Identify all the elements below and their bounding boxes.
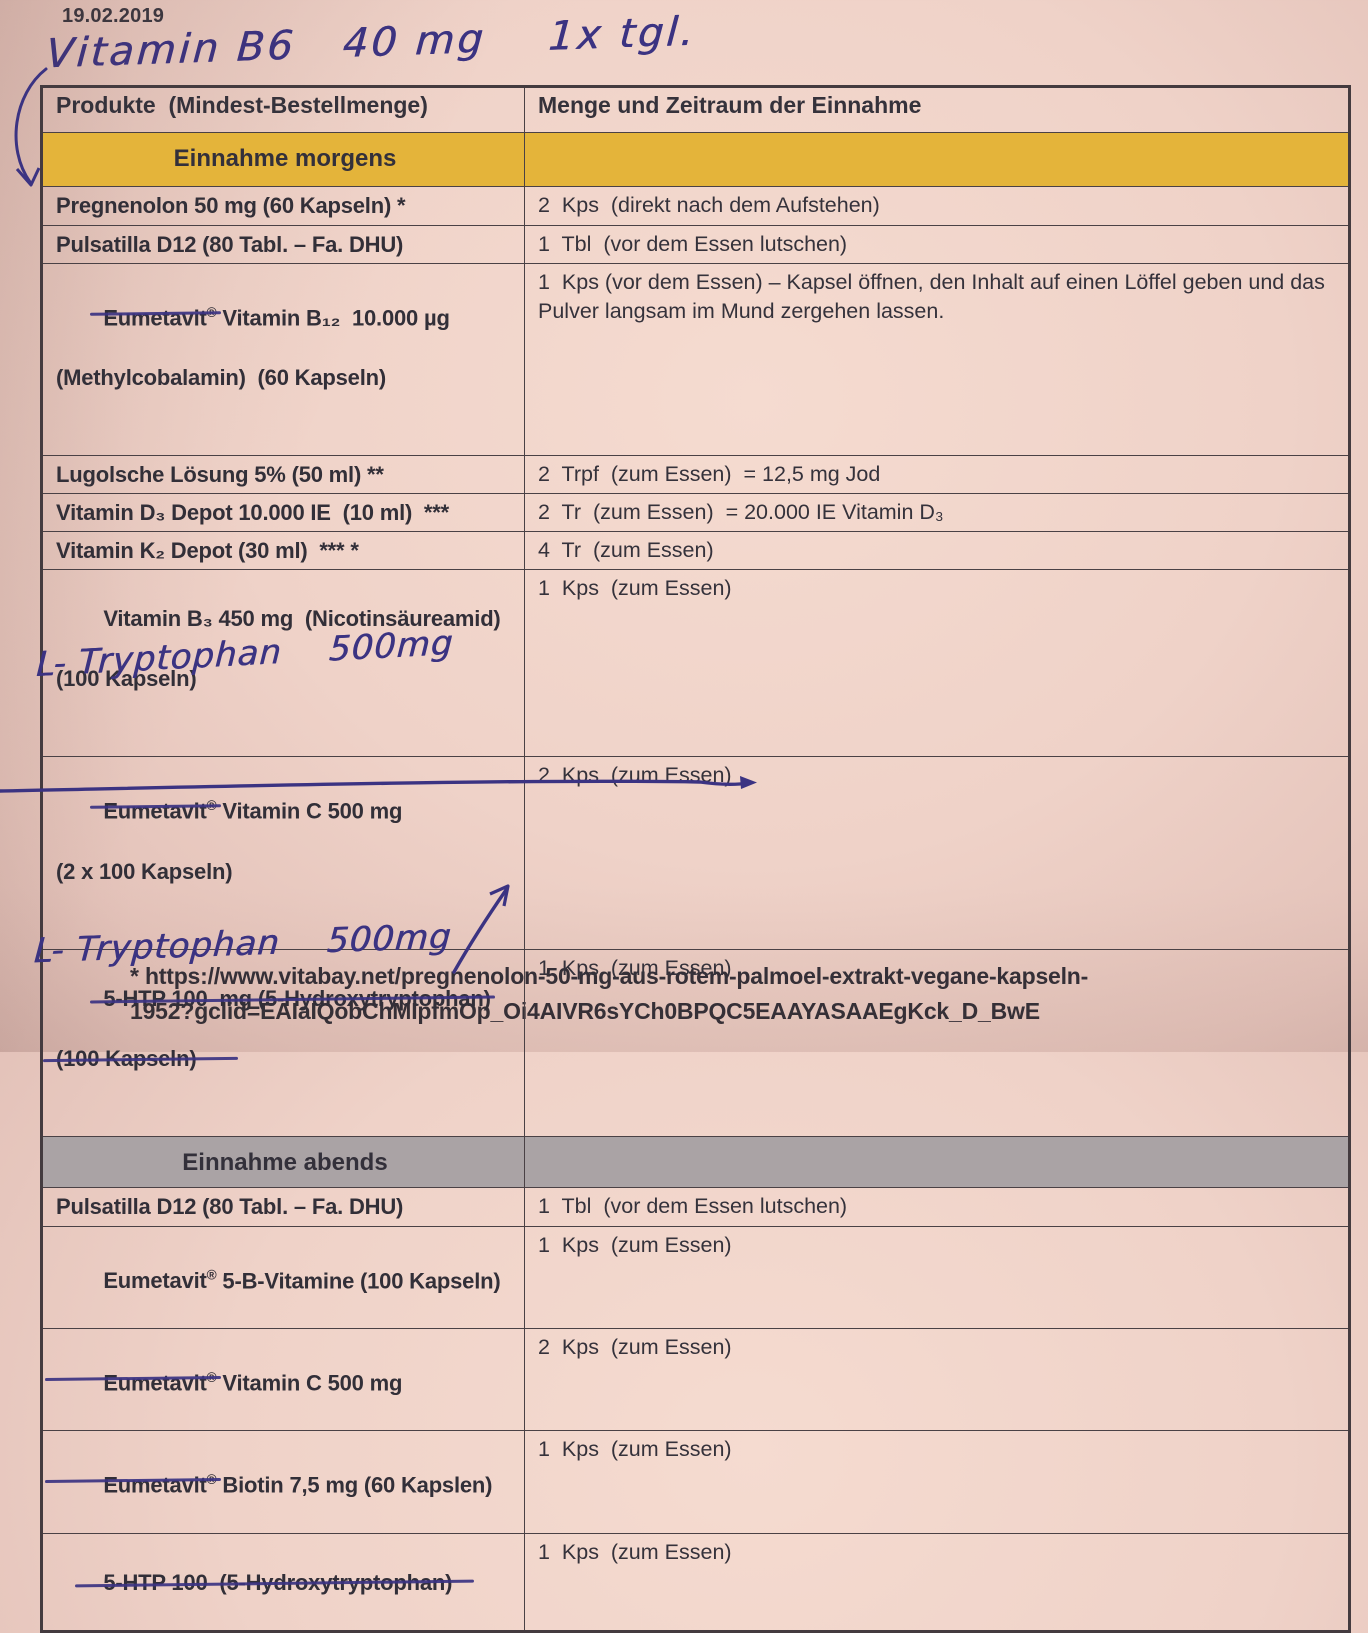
dose-value: 1 Kps (zum Essen) xyxy=(524,1225,1350,1329)
struck-product-name-line2: (100 Kapseln) xyxy=(56,1044,197,1074)
dose-value: 2 Kps (zum Essen) xyxy=(524,1327,1350,1432)
dose-value: 1 Tbl (vor dem Essen lutschen) xyxy=(524,225,1350,264)
product-name: Pulsatilla D12 (80 Tabl. – Fa. DHU) xyxy=(41,225,525,264)
struck-brand-name: Eumetavit® xyxy=(103,298,216,333)
product-name: Vitamin K₂ Depot (30 ml) *** * xyxy=(41,531,525,571)
dose-value: 1 Kps (zum Essen) xyxy=(524,569,1350,758)
table-row: Lugolsche Lösung 5% (50 ml) ** 2 Trpf (z… xyxy=(41,455,1350,495)
table-row: Pulsatilla D12 (80 Tabl. – Fa. DHU) 1 Tb… xyxy=(41,1186,1350,1227)
table-row: Eumetavit® Vitamin B₁₂ 10.000 µg (Methyl… xyxy=(41,262,1350,457)
table-row: Vitamin K₂ Depot (30 ml) *** * 4 Tr (zum… xyxy=(41,531,1350,571)
section-header-evening: Einnahme abends xyxy=(41,1135,1350,1188)
struck-brand-name: Eumetavit® xyxy=(103,1465,216,1500)
struck-product-name: 5-HTP 100 mg (5-Hydroxytryptophan) xyxy=(103,984,491,1014)
product-name: Lugolsche Lösung 5% (50 ml) ** xyxy=(41,455,525,495)
dose-column-header: Menge und Zeitraum der Einnahme xyxy=(524,86,1350,133)
table-row: Eumetavit® Vitamin C 500 mg (2 x 100 Kap… xyxy=(41,756,1350,950)
section-title: Einnahme morgens xyxy=(41,132,525,187)
section-header-spacer xyxy=(524,132,1350,187)
schedule-table: Produkte (Mindest-Bestellmenge) Menge un… xyxy=(40,85,1351,1633)
table-row: Eumetavit® 5-B-Vitamine (100 Kapseln) 1 … xyxy=(41,1225,1350,1329)
product-name: 5-HTP 100 (5-Hydroxytryptophan) xyxy=(41,1532,525,1632)
table-row: 5-HTP 100 (5-Hydroxytryptophan) 1 Kps (z… xyxy=(41,1532,1350,1632)
table-row: Eumetavit® Vitamin C 500 mg 2 Kps (zum E… xyxy=(41,1327,1350,1432)
registered-mark: ® xyxy=(206,1369,217,1385)
section-header-spacer xyxy=(524,1135,1350,1188)
product-name: Eumetavit® Biotin 7,5 mg (60 Kapslen) xyxy=(41,1430,525,1534)
table-row: Pregnenolon 50 mg (60 Kapseln) * 2 Kps (… xyxy=(41,186,1350,226)
dose-value: 1 Tbl (vor dem Essen lutschen) xyxy=(524,1186,1350,1227)
dose-value: 1 Kps (zum Essen) xyxy=(524,948,1350,1137)
product-name-line2: (Methylcobalamin) (60 Kapseln) xyxy=(56,365,386,391)
struck-brand-name: Eumetavit® xyxy=(103,791,216,826)
product-name: Eumetavit® 5-B-Vitamine (100 Kapseln) xyxy=(41,1225,525,1329)
product-name: Pregnenolon 50 mg (60 Kapseln) * xyxy=(41,186,525,226)
table-header-row: Produkte (Mindest-Bestellmenge) Menge un… xyxy=(41,86,1350,133)
struck-brand-name: Eumetavit® xyxy=(103,1267,217,1293)
registered-mark: ® xyxy=(206,1267,217,1283)
photographed-document: { "date": "19.02.2019", "colors": { "pap… xyxy=(0,0,1368,1052)
registered-mark: ® xyxy=(206,305,217,320)
table-row: Eumetavit® Biotin 7,5 mg (60 Kapslen) 1 … xyxy=(41,1430,1350,1534)
product-name: Vitamin B₃ 450 mg (Nicotinsäureamid) (10… xyxy=(41,569,525,758)
product-name: Vitamin D₃ Depot 10.000 IE (10 ml) *** xyxy=(41,493,525,533)
dose-value: 4 Tr (zum Essen) xyxy=(524,531,1350,571)
products-column-header: Produkte (Mindest-Bestellmenge) xyxy=(41,86,525,133)
product-name: 5-HTP 100 mg (5-Hydroxytryptophan) (100 … xyxy=(41,948,525,1137)
registered-mark: ® xyxy=(206,798,217,814)
dose-value: 2 Trpf (zum Essen) = 12,5 mg Jod xyxy=(524,455,1350,495)
struck-brand-name: Eumetavit® xyxy=(103,1363,216,1398)
table-row: Pulsatilla D12 (80 Tabl. – Fa. DHU) 1 Tb… xyxy=(41,225,1350,264)
dose-value: 1 Kps (zum Essen) xyxy=(524,1430,1350,1534)
product-name: Eumetavit® Vitamin C 500 mg xyxy=(41,1327,525,1432)
table-row: Vitamin B₃ 450 mg (Nicotinsäureamid) (10… xyxy=(41,569,1350,758)
dose-value: 2 Kps (zum Essen) xyxy=(524,756,1350,950)
dose-value: 2 Tr (zum Essen) = 20.000 IE Vitamin D₃ xyxy=(524,493,1350,533)
document-date: 19.02.2019 xyxy=(62,5,165,27)
section-title: Einnahme abends xyxy=(41,1135,525,1188)
dose-value: 2 Kps (direkt nach dem Aufstehen) xyxy=(524,186,1350,226)
struck-product-name: 5-HTP 100 (5-Hydroxytryptophan) xyxy=(103,1568,452,1598)
product-name: Eumetavit® Vitamin B₁₂ 10.000 µg (Methyl… xyxy=(41,262,525,457)
section-header-morning: Einnahme morgens xyxy=(41,132,1350,187)
product-name-line2: (2 x 100 Kapseln) xyxy=(56,858,233,884)
dose-value: 1 Kps (vor dem Essen) – Kapsel öffnen, d… xyxy=(524,262,1350,457)
registered-mark: ® xyxy=(206,1472,217,1488)
dose-value: 1 Kps (zum Essen) xyxy=(524,1532,1350,1632)
table-row: 5-HTP 100 mg (5-Hydroxytryptophan) (100 … xyxy=(41,948,1350,1137)
table-row: Vitamin D₃ Depot 10.000 IE (10 ml) *** 2… xyxy=(41,493,1350,533)
product-name: Pulsatilla D12 (80 Tabl. – Fa. DHU) xyxy=(41,1186,525,1227)
product-name-line2: (100 Kapseln) xyxy=(56,666,197,692)
